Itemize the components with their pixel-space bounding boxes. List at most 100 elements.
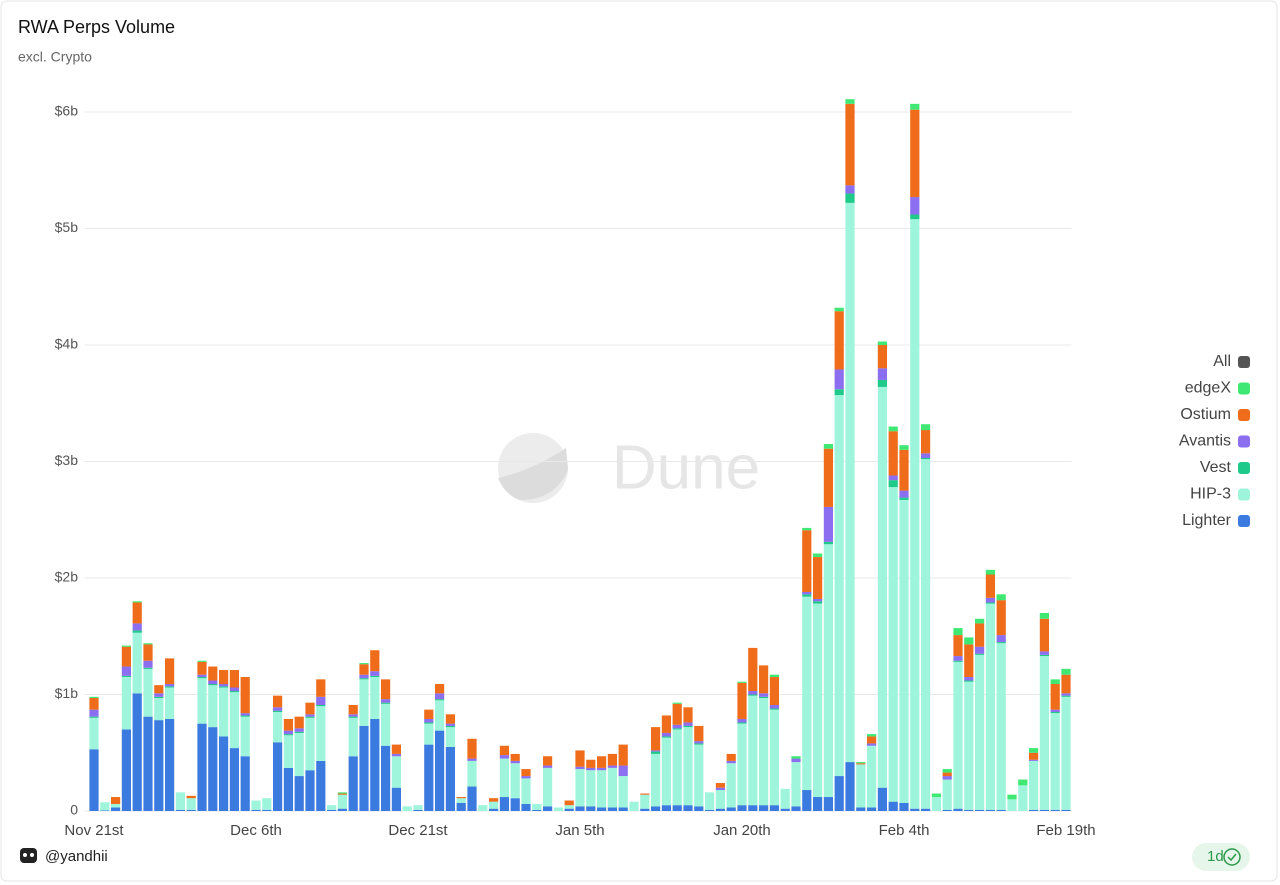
bar-segment (197, 674, 207, 678)
bar-segment (391, 753, 401, 757)
bar-segment (953, 635, 963, 657)
bar-segment (229, 670, 239, 688)
legend-swatch[interactable] (1238, 488, 1250, 501)
bar-segment (381, 745, 391, 811)
bar-segment (748, 691, 758, 695)
bar-segment (186, 795, 196, 799)
bar-segment (348, 756, 358, 811)
legend-swatch[interactable] (1238, 515, 1250, 527)
legend-label: edgeX (1185, 380, 1232, 397)
bar-segment (975, 653, 985, 655)
bar-segment (251, 800, 261, 810)
bar-segment (823, 448, 833, 507)
bar-segment (975, 618, 985, 624)
bar-segment (499, 797, 509, 811)
legend-swatch[interactable] (1238, 382, 1250, 395)
bar-segment (791, 758, 801, 763)
bar-segment (219, 687, 229, 737)
bar-segment (510, 753, 520, 761)
x-tick-label: Jan 5th (555, 822, 604, 839)
bar-segment (370, 677, 380, 719)
bar-segment (737, 723, 747, 806)
bar-segment (121, 729, 131, 811)
bar-segment (273, 742, 283, 811)
bar-segment (1061, 674, 1071, 694)
bar-segment (154, 696, 164, 698)
bar-segment (424, 709, 434, 719)
bar-segment (1039, 618, 1049, 652)
bar-segment (575, 766, 585, 770)
bar-segment (823, 444, 833, 449)
bar-segment (651, 727, 661, 751)
bar-segment (813, 557, 823, 599)
bar-segment (1061, 809, 1071, 811)
bar-segment (197, 661, 207, 675)
bar-segment (575, 806, 585, 811)
bar-segment (661, 805, 671, 811)
bar-segment (229, 691, 239, 693)
bar-segment (996, 643, 1006, 810)
bar-segment (305, 702, 315, 715)
bar-segment (575, 750, 585, 767)
bar-segment (1029, 760, 1039, 810)
bar-segment (316, 704, 326, 707)
bar-segment (759, 805, 769, 811)
bar-segment (813, 601, 823, 604)
bar-segment (165, 686, 175, 688)
bar-segment (759, 693, 769, 697)
bar-segment (359, 678, 369, 680)
bar-segment (510, 798, 520, 811)
bar-segment (370, 671, 380, 676)
bar-segment (1039, 651, 1049, 655)
bar-segment (1039, 656, 1049, 810)
bar-segment (521, 776, 531, 779)
legend-swatch[interactable] (1238, 409, 1250, 421)
bar-segment (499, 745, 509, 756)
bar-segment (283, 718, 293, 731)
legend-swatch[interactable] (1238, 356, 1250, 368)
bar-segment (877, 379, 887, 387)
bar-segment (1029, 809, 1039, 811)
bar-segment (1061, 668, 1071, 675)
bar-segment (694, 744, 704, 807)
bar-segment (856, 807, 866, 811)
bar-segment (251, 809, 261, 811)
bar-segment (359, 674, 369, 679)
bar-segment (705, 809, 715, 811)
bar-segment (780, 788, 790, 809)
bar-segment (942, 769, 952, 773)
bar-segment (856, 763, 866, 765)
bar-segment (154, 720, 164, 811)
bar-segment (413, 809, 423, 811)
bar-segment (586, 767, 596, 771)
legend-swatch[interactable] (1238, 435, 1250, 448)
bar-segment (867, 736, 877, 744)
bar-segment (834, 389, 844, 396)
bar-segment (445, 727, 455, 747)
bar-segment (899, 490, 909, 498)
bar-segment (996, 600, 1006, 636)
bar-segment (845, 762, 855, 811)
bar-segment (607, 767, 617, 808)
bar-segment (737, 682, 747, 719)
legend-swatch[interactable] (1238, 462, 1250, 474)
bar-segment (607, 807, 617, 811)
bar-segment (985, 574, 995, 598)
bar-segment (467, 758, 477, 761)
bar-segment (823, 541, 833, 545)
bar-segment (424, 718, 434, 723)
bar-segment (316, 760, 326, 811)
bar-segment (219, 684, 229, 687)
bar-segment (424, 722, 434, 724)
bar-segment (802, 594, 812, 597)
watermark: Dune (612, 433, 760, 502)
bar-segment (381, 703, 391, 746)
bar-segment (672, 702, 682, 704)
bar-segment (985, 597, 995, 603)
bar-segment (586, 770, 596, 807)
check-icon (1223, 848, 1241, 866)
y-tick-label: $2b (55, 569, 79, 585)
bar-segment (748, 695, 758, 806)
bar-segment (348, 716, 358, 718)
